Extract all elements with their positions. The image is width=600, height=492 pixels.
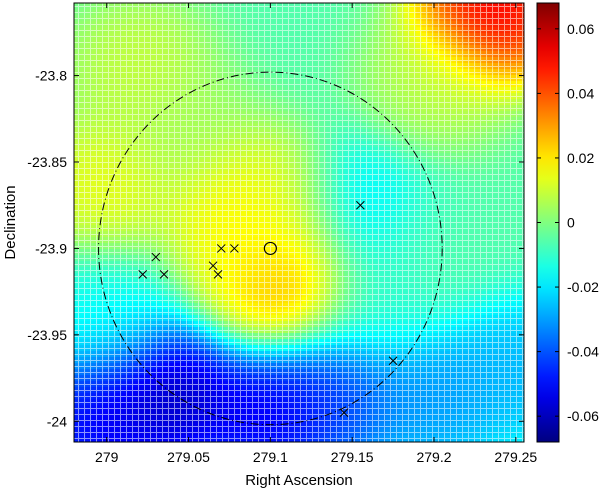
heatmap: [74, 3, 524, 442]
